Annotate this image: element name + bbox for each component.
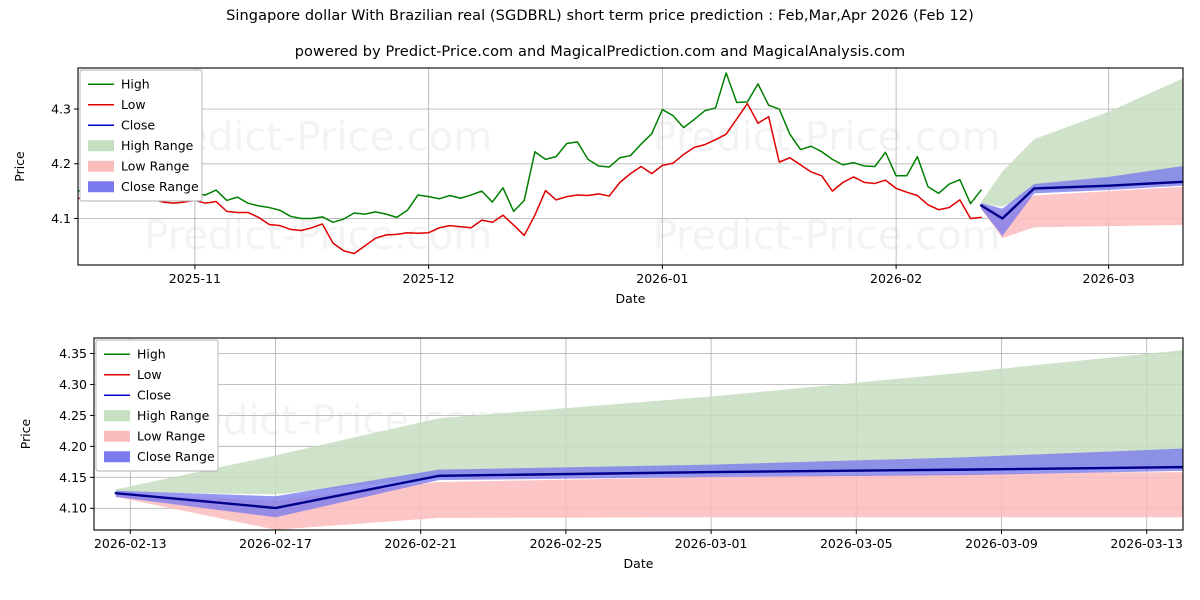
svg-text:Predict-Price.com: Predict-Price.com: [144, 213, 492, 259]
x-tick-label: 2026-03-05: [820, 536, 893, 551]
x-tick-label: 2026-02: [870, 271, 922, 286]
y-tick-label: 4.15: [59, 470, 87, 485]
page-title: Singapore dollar With Brazilian real (SG…: [226, 8, 974, 24]
x-tick-label: 2025-12: [403, 271, 455, 286]
legend-item[interactable]: Close: [104, 388, 171, 403]
legend-patch-swatch: [88, 160, 114, 172]
legend-item-label: Low Range: [137, 429, 206, 444]
y-tick-label: 4.20: [59, 439, 87, 454]
y-tick-label: 4.30: [59, 377, 87, 392]
page-subtitle: powered by Predict-Price.com and Magical…: [294, 44, 906, 60]
series-close: [114, 465, 1183, 510]
legend-item-label: High: [121, 77, 150, 92]
legend-patch-swatch: [104, 430, 130, 442]
x-tick-label: 2026-02-21: [384, 536, 457, 551]
watermark: Predict-Price.com Predict-Price.com Predic…: [144, 115, 1001, 259]
legend-item-label: Low Range: [121, 159, 190, 174]
legend-item[interactable]: High Range: [104, 408, 210, 423]
low-range-band: [981, 186, 1183, 239]
legend-item[interactable]: Close Range: [88, 179, 199, 194]
top-chart: Predict-Price.com Predict-Price.com Predic…: [12, 67, 1184, 306]
y-tick-label: 4.25: [59, 408, 87, 423]
y-tick-label: 4.1: [51, 211, 71, 226]
legend-item-label: Close Range: [137, 449, 215, 464]
axes: 4.10 4.15 4.20 4.25 4.30 4.35 2026-02-13 2026-0…: [18, 337, 1184, 571]
y-tick-label: 4.10: [59, 501, 87, 516]
legend-patch-swatch: [88, 181, 114, 193]
x-tick-label: 2025-11: [169, 271, 221, 286]
x-tick-label: 2026-02-13: [94, 536, 167, 551]
legend-item-label: Low: [121, 97, 146, 112]
x-tick-label: 2026-03-01: [675, 536, 748, 551]
y-tick-label: 4.3: [51, 101, 71, 116]
svg-text:Predict-Price.com: Predict-Price.com: [653, 115, 1001, 161]
y-axis-title: Price: [12, 151, 27, 182]
high-range-band: [115, 350, 1183, 495]
x-tick-label: 2026-02-17: [239, 536, 312, 551]
x-tick-label: 2026-03-13: [1110, 536, 1183, 551]
axes: 4.1 4.2 4.3 2025-11 2025-12 2026-01 2026-02 202…: [12, 67, 1184, 306]
legend: High Low Close High Range Low Range Close Ran…: [79, 69, 203, 202]
legend-item[interactable]: Close Range: [104, 449, 215, 464]
x-tick-label: 2026-03-09: [965, 536, 1038, 551]
legend-item-label: High Range: [137, 408, 210, 423]
legend-item[interactable]: High: [104, 347, 166, 362]
legend-item-label: Close: [121, 118, 155, 133]
legend-item[interactable]: High: [88, 77, 150, 92]
legend-item[interactable]: Close: [88, 118, 155, 133]
x-tick-label: 2026-01: [636, 271, 688, 286]
legend-patch-swatch: [104, 451, 130, 463]
y-axis-title: Price: [18, 418, 33, 449]
legend-item-label: Close: [137, 388, 171, 403]
legend-item-label: High: [137, 347, 166, 362]
x-tick-label: 2026-02-25: [530, 536, 603, 551]
legend-patch-swatch: [88, 140, 114, 152]
x-axis-title: Date: [616, 291, 646, 306]
svg-text:Predict-Price.com: Predict-Price.com: [653, 213, 1001, 259]
legend-item[interactable]: Low: [104, 367, 162, 382]
legend-patch-swatch: [104, 410, 130, 422]
legend-item-label: High Range: [121, 138, 194, 153]
low-range-band: [115, 472, 1183, 530]
legend-item[interactable]: Low Range: [88, 159, 190, 174]
legend-item[interactable]: High Range: [88, 138, 194, 153]
x-tick-label: 2026-03: [1083, 271, 1135, 286]
legend-item-label: Low: [137, 367, 162, 382]
series-close: [979, 180, 1183, 220]
bottom-chart: Predict-Price.comPredict-Price.com4.104.…: [18, 337, 1184, 571]
legend-item[interactable]: Low Range: [104, 429, 206, 444]
y-tick-label: 4.35: [59, 346, 87, 361]
close-range-band: [115, 448, 1183, 518]
series-low: [78, 102, 982, 255]
y-tick-label: 4.2: [51, 156, 71, 171]
legend-item[interactable]: Low: [88, 97, 146, 112]
legend-item-label: Close Range: [121, 179, 199, 194]
legend: High Low Close High Range Low Range Close Ran…: [95, 339, 219, 472]
x-axis-title: Date: [624, 556, 654, 571]
series-high: [78, 72, 982, 224]
